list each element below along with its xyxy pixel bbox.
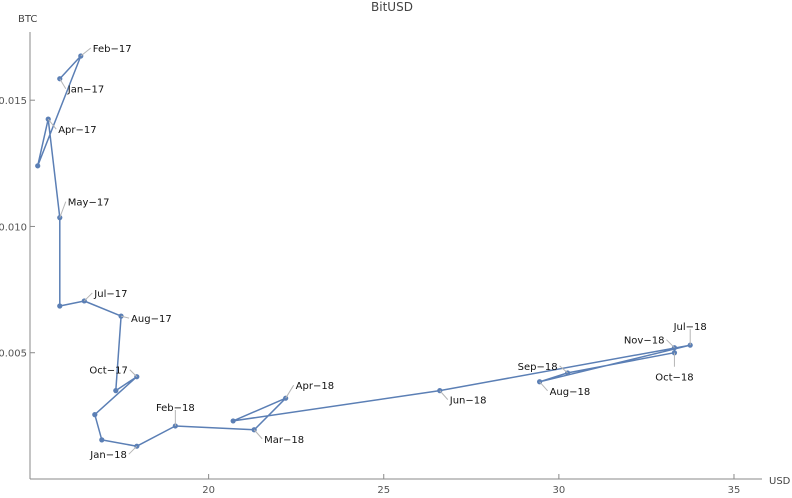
data-point: [113, 388, 119, 394]
data-point: [92, 412, 98, 418]
data-point-label: Nov−18: [624, 336, 665, 347]
series-line: [36, 55, 691, 447]
data-point-label: Jan−18: [89, 450, 127, 461]
ticks-layer: 20 25 30 35 0.005 0.010 0.015: [0, 96, 740, 496]
y-tick-label: 0.010: [0, 222, 27, 233]
data-point: [99, 437, 105, 443]
chart-title: BitUSD: [371, 0, 413, 14]
label-leader-line: [253, 429, 263, 440]
y-tick-label: 0.015: [0, 96, 27, 107]
label-leader-line: [439, 390, 449, 400]
x-tick-label: 30: [552, 485, 565, 496]
y-tick-label: 0.005: [0, 349, 27, 360]
data-point-label: Jul−18: [673, 322, 707, 333]
labels-layer: Jan−17 Feb−17 Apr−17 May−17 Jul−17 Aug−17 Oct−…: [47, 44, 707, 461]
data-point-label: Apr−18: [296, 381, 334, 392]
series-layer: [35, 53, 693, 449]
label-leader-line: [539, 381, 548, 392]
label-leader-line: [120, 315, 130, 319]
data-point-label: Feb−18: [156, 403, 195, 414]
x-tick-label: 35: [728, 485, 741, 496]
label-leader-line: [128, 445, 138, 455]
label-leader-line: [285, 384, 295, 399]
label-leader-line: [129, 369, 138, 378]
data-point-label: Apr−17: [58, 125, 96, 136]
data-point-label: Aug−18: [550, 387, 591, 398]
label-leader-line: [559, 365, 568, 374]
x-axis-label: USD: [769, 476, 791, 487]
data-point-label: Jul−17: [93, 289, 127, 300]
data-point-label: Jan−17: [67, 85, 105, 96]
label-leader-line: [80, 47, 92, 57]
x-tick-label: 20: [202, 485, 215, 496]
label-leader-line: [83, 292, 93, 302]
data-point: [57, 303, 63, 309]
data-point: [35, 163, 41, 169]
y-axis-label: BTC: [18, 14, 37, 25]
label-leader-line: [666, 339, 675, 349]
data-point-label: Aug−17: [131, 314, 172, 325]
label-leader-line: [47, 118, 57, 130]
data-point-label: Oct−17: [89, 366, 127, 377]
data-point-label: Jun−18: [449, 396, 487, 407]
label-leader-line: [59, 78, 67, 89]
data-point-label: Mar−18: [264, 435, 304, 446]
data-point-label: Feb−17: [93, 44, 132, 55]
data-point-label: Sep−18: [518, 362, 558, 373]
label-leader-line: [59, 201, 67, 218]
x-tick-label: 25: [377, 485, 390, 496]
data-point: [230, 418, 236, 424]
data-point-label: Oct−18: [655, 373, 693, 384]
data-point-label: May−17: [68, 198, 110, 209]
